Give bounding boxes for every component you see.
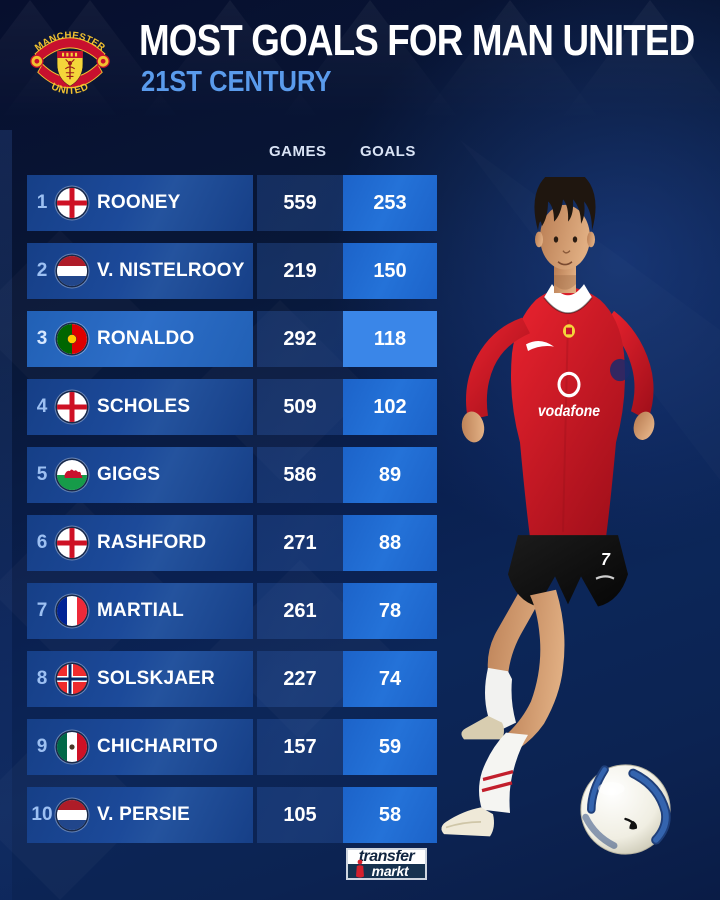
svg-text:7: 7 (601, 549, 611, 569)
svg-text:vodafone: vodafone (538, 403, 600, 420)
